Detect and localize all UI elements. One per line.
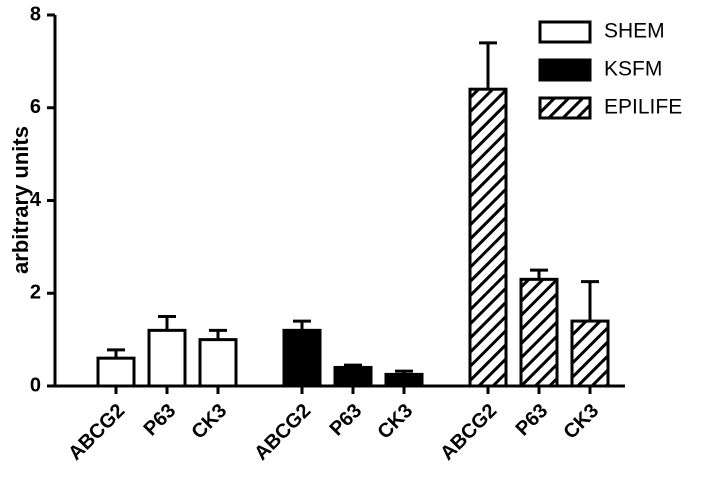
- bar: [96, 356, 136, 388]
- x-tick-label: CK3: [187, 400, 231, 444]
- bar: [570, 319, 610, 388]
- bar: [198, 338, 238, 388]
- x-tick-label: ABCG2: [250, 400, 315, 465]
- x-tick-label: ABCG2: [64, 400, 129, 465]
- legend-label: KSFM: [604, 58, 662, 81]
- bar: [468, 87, 508, 388]
- y-tick-label: 0: [30, 374, 41, 396]
- x-tick-label: ABCG2: [436, 400, 501, 465]
- y-tick-label: 8: [30, 3, 41, 25]
- y-tick-label: 2: [30, 282, 41, 304]
- y-tick-label: 4: [30, 189, 42, 211]
- legend-swatch: [538, 96, 592, 120]
- y-tick-label: 6: [30, 96, 41, 118]
- error-bar: [344, 363, 362, 368]
- error-bar: [293, 319, 311, 331]
- legend-swatch: [538, 20, 592, 44]
- bar: [333, 365, 373, 388]
- error-bar: [107, 348, 125, 359]
- bar: [384, 372, 424, 388]
- x-tick-label: P63: [326, 400, 367, 441]
- y-axis-label: arbitrary units: [8, 126, 33, 274]
- error-bar: [209, 328, 227, 340]
- x-tick-label: CK3: [373, 400, 417, 444]
- legend-label: SHEM: [604, 20, 665, 43]
- error-bar: [581, 280, 599, 322]
- legend-label: EPILIFE: [604, 96, 682, 119]
- error-bar: [158, 314, 176, 331]
- legend-swatch: [538, 58, 592, 82]
- bar: [519, 277, 559, 388]
- x-tick-label: CK3: [559, 400, 603, 444]
- error-bar: [530, 268, 548, 280]
- x-tick-label: P63: [512, 400, 553, 441]
- error-bar: [479, 41, 497, 90]
- bar: [147, 328, 187, 388]
- bar: [282, 328, 322, 388]
- error-bar: [395, 369, 413, 375]
- x-tick-label: P63: [140, 400, 181, 441]
